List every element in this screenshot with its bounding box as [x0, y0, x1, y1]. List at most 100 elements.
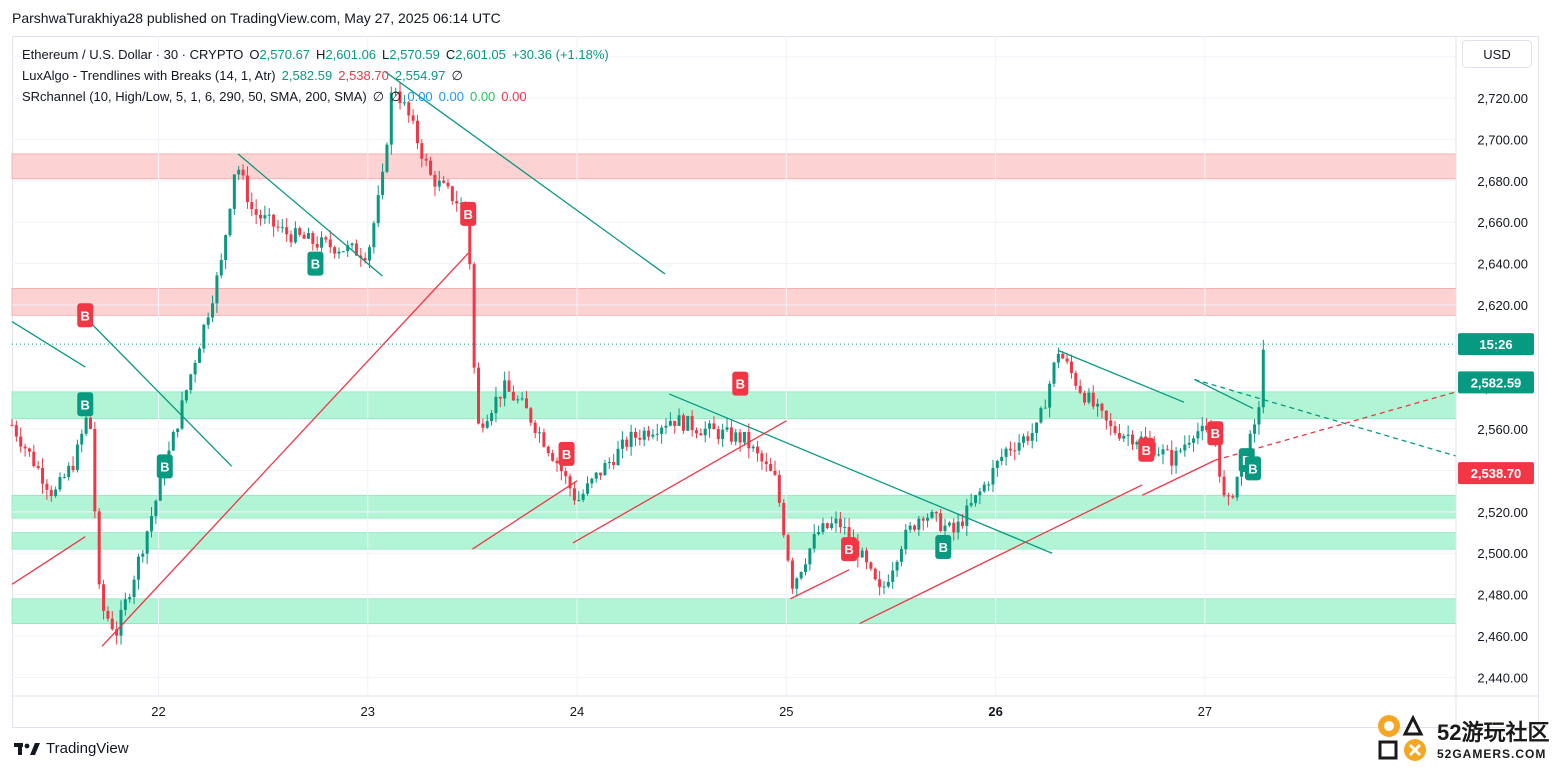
candle-body	[712, 423, 716, 430]
trendline	[472, 480, 578, 550]
candle-body	[865, 550, 869, 563]
candle-body	[860, 550, 864, 558]
candle-body	[389, 92, 393, 145]
candle-body	[333, 247, 337, 254]
candle-body	[136, 556, 140, 580]
candle-body	[1109, 420, 1113, 427]
indicator-value: ∅	[451, 68, 463, 83]
candle-body	[882, 586, 886, 588]
candle-body	[376, 195, 380, 224]
watermark-title: 52游玩社区	[1437, 720, 1550, 745]
candle-body	[10, 424, 14, 426]
candle-body	[19, 436, 23, 447]
candle-body	[354, 243, 358, 256]
candle-body	[516, 399, 520, 401]
tradingview-footer[interactable]: TradingView	[14, 740, 129, 757]
candle-body	[1235, 476, 1239, 498]
candle-body	[472, 264, 476, 368]
chart-panel[interactable]	[12, 36, 1539, 728]
candle-body	[599, 472, 603, 476]
candle-body	[664, 425, 668, 428]
price-label-badge	[1458, 371, 1534, 394]
candle-body	[899, 549, 903, 562]
break-signal-marker: B	[460, 201, 477, 226]
candle-body	[1043, 407, 1047, 409]
candle-body	[1231, 496, 1235, 498]
candle-body	[974, 495, 978, 504]
legend-symbol-row[interactable]: Ethereum / U.S. Dollar · 30 · CRYPTO O2,5…	[22, 47, 609, 62]
candle-body	[193, 362, 197, 375]
candle-body	[1200, 425, 1204, 432]
candle-body	[559, 463, 563, 472]
candle-body	[241, 169, 245, 176]
price-label-text: 15:26	[1479, 337, 1512, 352]
candle-body	[1104, 410, 1108, 421]
indicator-legend: Ethereum / U.S. Dollar · 30 · CRYPTO O2,5…	[22, 44, 615, 107]
candle-body	[625, 439, 629, 447]
candle-body	[790, 560, 794, 589]
candle-body	[930, 511, 934, 518]
marker-label: B	[1211, 426, 1220, 441]
candle-body	[764, 461, 768, 465]
candle-body	[1170, 449, 1174, 466]
candle-body	[921, 518, 925, 521]
candle-body	[538, 432, 542, 434]
candle-body	[869, 562, 873, 569]
candle-body	[315, 243, 319, 248]
candle-body	[1253, 424, 1257, 434]
candle-body	[1192, 438, 1196, 443]
candle-body	[952, 522, 956, 533]
candle-body	[908, 525, 912, 530]
candle-body	[1183, 444, 1187, 451]
candle-body	[132, 579, 136, 598]
candle-body	[123, 599, 127, 610]
marker-label: B	[736, 377, 745, 392]
legend-luxalgo-row[interactable]: LuxAlgo - Trendlines with Breaks (14, 1,…	[22, 65, 615, 86]
candle-body	[577, 499, 581, 501]
price-label-text: 2,538.70	[1471, 466, 1522, 481]
support-zone	[11, 494, 1457, 519]
candle-body	[551, 453, 555, 461]
candle-body	[607, 461, 611, 464]
candle-body	[232, 174, 236, 209]
candle-body	[777, 474, 781, 503]
candle-body	[411, 115, 415, 121]
candle-body	[1048, 383, 1052, 408]
candle-body	[708, 423, 712, 429]
candle-body	[542, 432, 546, 447]
candle-body	[886, 581, 890, 587]
candle-body	[734, 432, 738, 442]
candle-body	[830, 523, 834, 529]
price-tick-label: 2,640.00	[1477, 257, 1528, 272]
legend-srchannel-row[interactable]: SRchannel (10, High/Low, 5, 1, 6, 290, 5…	[22, 86, 615, 107]
candle-body	[795, 578, 799, 589]
candle-body	[878, 579, 882, 588]
candle-body	[189, 374, 193, 391]
close-value: 2,601.05	[455, 47, 506, 62]
candle-body	[437, 180, 441, 187]
candle-body	[555, 460, 559, 464]
currency-button[interactable]: USD	[1462, 40, 1532, 68]
candle-body	[1074, 373, 1078, 386]
marker-label: B	[81, 308, 90, 323]
candle-body	[838, 518, 842, 528]
marker-label: B	[844, 542, 853, 557]
candle-body	[808, 548, 812, 565]
candle-body	[738, 432, 742, 443]
candle-body	[655, 433, 659, 435]
open-value: 2,570.67	[259, 47, 311, 62]
candle-body	[987, 484, 991, 486]
candle-body	[926, 517, 930, 521]
candle-body	[1061, 353, 1065, 359]
candle-body	[825, 523, 829, 529]
candle-body	[346, 245, 350, 252]
candle-body	[415, 120, 419, 144]
candle-body	[254, 209, 258, 215]
trendline	[1141, 459, 1216, 496]
candle-body	[45, 483, 49, 490]
candle-body	[1261, 349, 1265, 408]
candle-body	[110, 618, 114, 630]
candle-body	[302, 234, 306, 239]
candle-body	[75, 444, 79, 471]
